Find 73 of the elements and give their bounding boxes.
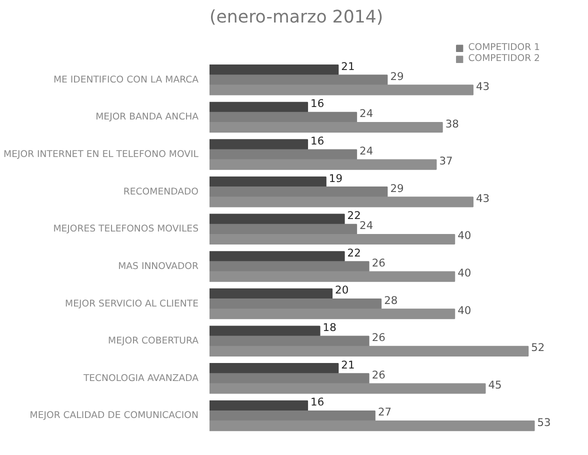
bar <box>210 288 333 299</box>
data-label: 52 <box>531 341 545 354</box>
chart-title: (enero-marzo 2014) <box>210 8 384 28</box>
bar <box>210 214 345 224</box>
y-tick-label: MEJOR CALIDAD DE COMUNICACION <box>30 410 199 422</box>
bar <box>210 122 443 133</box>
data-label: 40 <box>458 266 472 280</box>
data-label: 18 <box>322 321 337 334</box>
data-label: 16 <box>310 134 324 148</box>
data-label: 26 <box>372 256 386 270</box>
bar <box>210 410 376 422</box>
data-label: 24 <box>360 107 374 120</box>
bar <box>210 308 456 320</box>
data-label: 37 <box>439 154 453 168</box>
legend-label: COMPETIDOR 1 <box>468 42 540 53</box>
bar <box>210 400 308 411</box>
bar <box>210 326 320 336</box>
data-label: 28 <box>384 294 398 307</box>
y-tick-label: MEJOR INTERNET EN EL TELEFONO MOVIL <box>4 149 200 160</box>
y-tick-label: TECNOLOGIA AVANZADA <box>82 372 200 384</box>
bar <box>210 159 437 170</box>
bar <box>210 346 529 356</box>
y-tick-label: MEJOR COBERTURA <box>108 336 200 347</box>
data-label: 24 <box>360 219 374 232</box>
data-label: 40 <box>458 229 472 242</box>
bar <box>210 224 358 234</box>
y-tick-label: RECOMENDADO <box>123 186 198 198</box>
bar <box>210 373 370 384</box>
data-label: 29 <box>390 70 404 83</box>
y-tick-label: ME IDENTIFICO CON LA MARCA <box>54 74 200 86</box>
data-label: 16 <box>310 97 324 110</box>
data-label: 38 <box>445 117 460 130</box>
bar <box>210 298 382 310</box>
data-label: 43 <box>476 80 490 93</box>
data-label: 19 <box>328 172 343 185</box>
bar <box>210 383 486 394</box>
data-label: 21 <box>341 358 355 372</box>
data-label: 29 <box>390 182 404 195</box>
legend-label: COMPETIDOR 2 <box>468 53 540 64</box>
bar <box>210 234 456 245</box>
bar <box>210 420 535 432</box>
bar <box>210 196 474 208</box>
bar <box>210 112 358 122</box>
bar <box>210 149 358 160</box>
data-label: 53 <box>537 416 551 429</box>
y-tick-label: MEJORES TELEFONOS MOVILES <box>53 224 199 235</box>
bar <box>210 102 308 112</box>
bar <box>210 176 326 188</box>
bar <box>210 271 456 282</box>
data-label: 26 <box>372 331 386 344</box>
data-label: 21 <box>341 60 355 73</box>
bar <box>210 336 370 346</box>
bar <box>210 139 308 150</box>
data-label: 40 <box>458 304 472 317</box>
data-label: 22 <box>347 209 361 222</box>
bar <box>210 363 339 374</box>
bar <box>210 74 388 86</box>
data-label: 27 <box>378 406 392 419</box>
bar <box>210 251 345 262</box>
bar <box>210 261 370 272</box>
y-tick-label: MEJOR BANDA ANCHA <box>96 112 200 123</box>
data-label: 24 <box>360 144 374 158</box>
y-tick-label: MAS INNOVADOR <box>118 260 200 272</box>
data-label: 45 <box>488 378 502 392</box>
bar <box>210 84 474 96</box>
data-label: 22 <box>347 246 361 260</box>
data-label: 26 <box>372 368 386 382</box>
bar <box>210 64 339 76</box>
data-label: 43 <box>476 192 490 205</box>
y-tick-label: MEJOR SERVICIO AL CLIENTE <box>65 298 199 310</box>
bar <box>210 186 388 198</box>
data-label: 16 <box>310 396 324 409</box>
data-label: 20 <box>335 284 349 297</box>
